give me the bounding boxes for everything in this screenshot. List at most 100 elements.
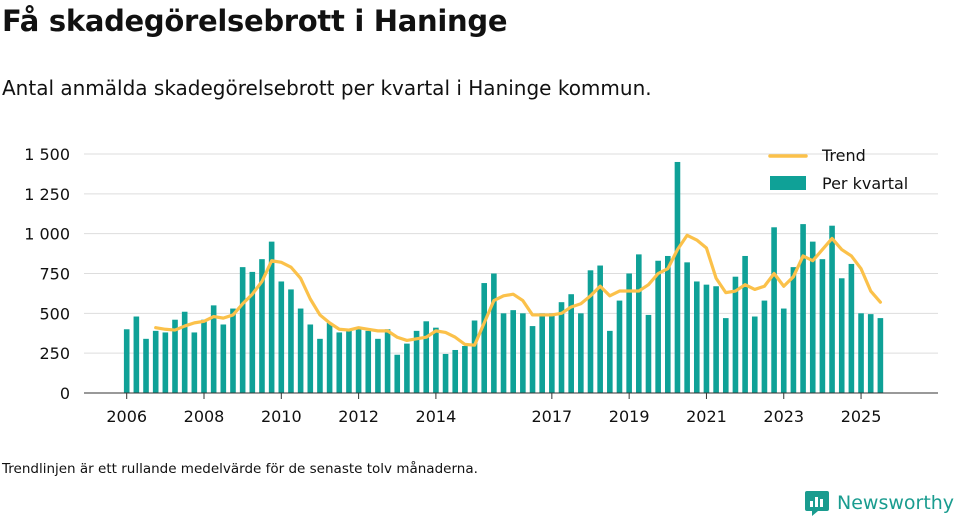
bar	[780, 308, 787, 393]
bar	[693, 281, 700, 393]
bar	[809, 241, 816, 393]
bar	[336, 332, 343, 393]
trend-line	[154, 233, 882, 347]
bar	[413, 330, 420, 393]
bar	[761, 300, 768, 393]
y-tick-label: 500	[39, 304, 70, 323]
bar	[858, 313, 864, 393]
bar	[713, 286, 719, 393]
bar	[433, 327, 439, 393]
bar	[462, 346, 468, 393]
brand-name: Newsworthy	[837, 492, 955, 514]
bar	[684, 262, 690, 393]
bar	[384, 329, 391, 393]
bar	[665, 255, 671, 393]
y-tick-label: 250	[39, 344, 70, 363]
bar	[394, 354, 401, 393]
bar	[587, 270, 594, 393]
bar	[568, 294, 574, 393]
bar	[529, 326, 536, 393]
bar	[549, 313, 555, 393]
bar	[201, 319, 207, 393]
bar	[471, 320, 478, 393]
bar	[220, 324, 227, 393]
bar	[520, 313, 526, 393]
bar	[645, 314, 652, 393]
bar	[819, 259, 826, 393]
bar	[848, 263, 855, 393]
bar	[404, 343, 410, 393]
bar	[210, 305, 217, 393]
bar-series	[123, 161, 884, 393]
bar	[442, 353, 449, 393]
bar	[278, 281, 285, 393]
bar	[578, 313, 584, 393]
bar	[239, 267, 246, 393]
bar	[751, 316, 758, 393]
chart-title: Få skadegörelsebrott i Haninge	[2, 4, 508, 38]
brand-logo[interactable]: Newsworthy	[804, 488, 954, 518]
bar	[375, 338, 381, 393]
bar	[297, 308, 304, 393]
bar	[307, 324, 314, 393]
bar	[355, 327, 362, 393]
bar	[867, 314, 874, 393]
x-tick-label: 2019	[609, 407, 650, 426]
bar	[162, 332, 169, 393]
bar	[829, 225, 835, 393]
bar	[655, 260, 661, 393]
bar	[500, 313, 507, 393]
bar	[626, 273, 632, 393]
bar	[597, 265, 603, 393]
bar	[510, 310, 516, 393]
bar	[539, 313, 545, 393]
bar	[616, 300, 623, 393]
x-tick-label: 2010	[261, 407, 302, 426]
x-axis-ticks: 2006 2008 2010 2012 2014 2017 2019 2021 2023 2025	[106, 393, 881, 426]
x-tick-label: 2008	[184, 407, 225, 426]
bar	[800, 224, 806, 393]
bar	[636, 254, 642, 393]
x-tick-label: 2017	[531, 407, 572, 426]
y-tick-label: 1 250	[24, 185, 70, 204]
bar	[742, 255, 748, 393]
y-tick-label: 750	[39, 265, 70, 284]
legend-trend-label: Trend	[821, 146, 866, 165]
bar	[877, 318, 884, 393]
y-tick-label: 1 500	[24, 145, 70, 164]
bar	[172, 319, 178, 393]
bar	[181, 311, 188, 393]
x-tick-label: 2012	[338, 407, 379, 426]
bar	[607, 330, 613, 393]
bar	[259, 259, 265, 393]
bar	[152, 330, 159, 393]
legend: Trend Per kvartal	[768, 146, 908, 193]
bar	[326, 322, 333, 393]
bar	[249, 271, 256, 393]
bar	[317, 338, 323, 393]
chart-subtitle: Antal anmälda skadegörelsebrott per kvar…	[2, 76, 652, 100]
x-tick-label: 2023	[763, 407, 804, 426]
y-tick-label: 0	[60, 384, 70, 403]
bar	[790, 267, 797, 393]
bar	[722, 318, 729, 393]
legend-bar-label: Per kvartal	[822, 174, 908, 193]
bar	[732, 276, 739, 393]
x-tick-label: 2021	[686, 407, 727, 426]
bar	[703, 284, 710, 393]
newsworthy-logo-icon	[805, 491, 829, 516]
bar	[230, 308, 236, 393]
bar	[674, 161, 681, 393]
footnote: Trendlinjen är ett rullande medelvärde f…	[2, 461, 478, 477]
bar	[133, 316, 140, 393]
bar	[288, 289, 294, 393]
x-tick-label: 2025	[841, 407, 882, 426]
legend-bar-swatch	[770, 176, 806, 190]
bar	[123, 329, 130, 393]
bar	[481, 283, 488, 393]
y-axis-ticks: 0 250 500 750 1 000 1 250 1 500	[24, 145, 70, 403]
x-tick-label: 2006	[106, 407, 147, 426]
bar	[346, 329, 352, 393]
bar	[365, 330, 372, 393]
